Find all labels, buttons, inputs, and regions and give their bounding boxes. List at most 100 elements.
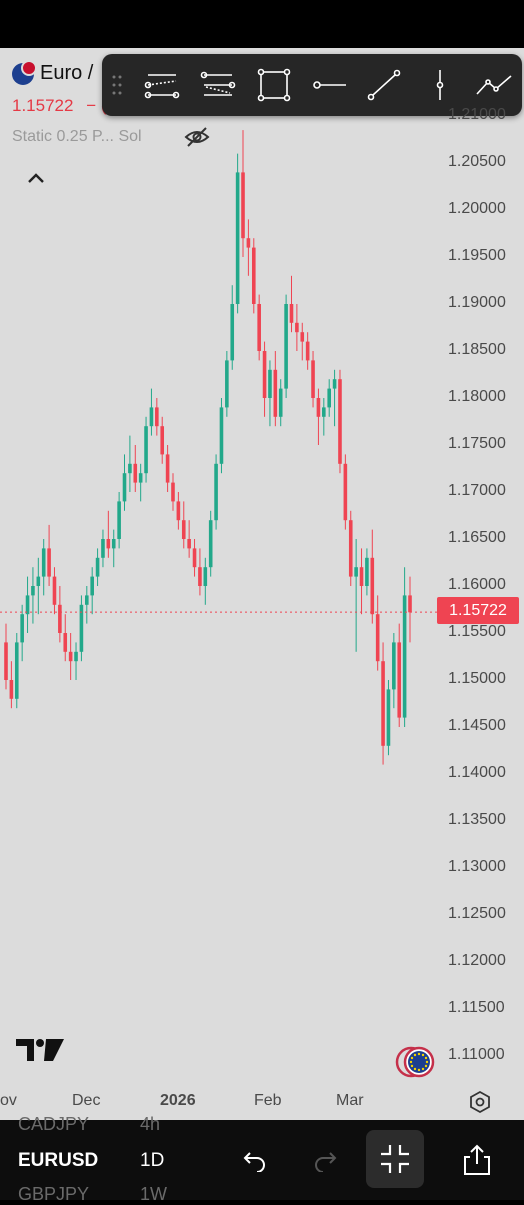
chevron-up-icon[interactable]: [24, 168, 48, 188]
candle: [181, 501, 186, 549]
candle: [63, 614, 68, 662]
prev-interval[interactable]: 4h: [140, 1114, 161, 1134]
candle: [74, 642, 78, 680]
symbol-header[interactable]: Euro /: [12, 59, 94, 85]
currency-flag-icon: [12, 59, 37, 85]
price-tick-label: 1.13500: [448, 811, 506, 828]
candle: [149, 388, 154, 436]
candle: [68, 633, 73, 680]
candle: [370, 529, 375, 624]
hide-indicator-icon[interactable]: [184, 126, 210, 148]
trend-lines-icon[interactable]: [142, 66, 182, 104]
price-tick-label: 1.12500: [448, 905, 506, 922]
candle: [4, 623, 8, 690]
settings-icon[interactable]: [468, 1090, 492, 1114]
candle: [257, 294, 261, 361]
candle: [36, 557, 41, 615]
undo-icon[interactable]: [242, 1150, 268, 1172]
candle: [79, 595, 84, 662]
candle: [284, 294, 288, 398]
price-tick-label: 1.15000: [448, 670, 506, 687]
next-interval[interactable]: 1W: [140, 1184, 167, 1204]
time-tick-label: Dec: [72, 1092, 101, 1109]
candle: [322, 398, 326, 436]
share-icon[interactable]: [462, 1144, 492, 1176]
candle: [144, 416, 148, 483]
candle: [47, 524, 51, 586]
tradingview-logo-icon: [16, 1039, 64, 1061]
price-tick-label: 1.11000: [448, 1046, 505, 1063]
candle: [235, 153, 240, 314]
vertical-line-icon[interactable]: [420, 66, 460, 104]
horizontal-line-icon[interactable]: [310, 66, 350, 104]
next-symbol[interactable]: GBPJPY: [18, 1184, 90, 1204]
candle: [171, 473, 175, 511]
price-tick-label: 1.19500: [448, 247, 506, 264]
trend-line-icon[interactable]: [364, 66, 404, 104]
price-tick-label: 1.17500: [448, 435, 506, 452]
path-icon[interactable]: [474, 66, 514, 104]
price-tick-label: 1.14500: [448, 717, 506, 734]
candle: [375, 595, 380, 671]
candle: [95, 548, 100, 586]
time-tick-label: Mar: [336, 1092, 364, 1109]
candle: [295, 304, 299, 351]
candle: [316, 388, 321, 445]
candle: [20, 604, 24, 662]
rectangle-icon[interactable]: [254, 66, 294, 104]
candle: [176, 492, 181, 530]
price-tick-label: 1.20000: [448, 200, 506, 217]
price-tick-label: 1.15500: [448, 623, 506, 640]
symbol-name: Euro /: [40, 62, 94, 84]
candle: [85, 586, 89, 624]
price-tick-label: 1.18000: [448, 388, 506, 405]
candle: [348, 510, 353, 586]
drawing-toolbar: [102, 54, 522, 116]
candle: [311, 351, 315, 408]
candle: [203, 557, 208, 605]
candle: [278, 379, 283, 427]
grip-handle-icon[interactable]: [102, 66, 132, 104]
candle: [133, 445, 138, 492]
status-bar: [0, 0, 524, 48]
redo-icon[interactable]: [312, 1150, 338, 1172]
candle: [106, 510, 111, 558]
candle: [52, 567, 57, 615]
candle: [273, 351, 278, 427]
candle: [305, 332, 310, 370]
fib-levels-icon[interactable]: [198, 66, 238, 104]
candle: [25, 576, 30, 633]
candle: [41, 539, 46, 596]
candle: [343, 454, 348, 530]
symbol-selector[interactable]: EURUSD: [18, 1150, 99, 1171]
candle: [128, 435, 132, 492]
candle: [9, 661, 14, 709]
candlestick-chart[interactable]: [0, 48, 524, 1120]
chart-area[interactable]: [0, 48, 524, 1120]
candle: [338, 369, 342, 474]
time-tick-label: Feb: [254, 1092, 282, 1109]
candle: [251, 238, 256, 314]
indicator-label[interactable]: Static 0.25 P... Sol: [12, 128, 142, 145]
candle: [90, 567, 94, 615]
candle: [381, 642, 385, 765]
candle: [300, 322, 305, 361]
candle: [392, 633, 396, 709]
eu-economic-calendar-icon[interactable]: [395, 1045, 437, 1079]
candle: [327, 379, 331, 417]
interval-selector[interactable]: 1D: [140, 1150, 165, 1171]
time-tick-label: 2026: [160, 1092, 196, 1109]
candle: [359, 548, 364, 615]
candle: [198, 548, 202, 596]
price-tick-label: 1.17000: [448, 482, 506, 499]
candle: [225, 351, 229, 417]
price-tick-label: 1.21000: [448, 106, 506, 123]
exit-fullscreen-button[interactable]: [366, 1130, 424, 1188]
prev-symbol[interactable]: CADJPY: [18, 1114, 90, 1134]
candle: [354, 539, 358, 652]
candle: [402, 567, 407, 727]
candle: [219, 398, 224, 474]
candle: [289, 275, 294, 333]
price-tick-label: 1.12000: [448, 952, 506, 969]
candle: [117, 492, 121, 549]
